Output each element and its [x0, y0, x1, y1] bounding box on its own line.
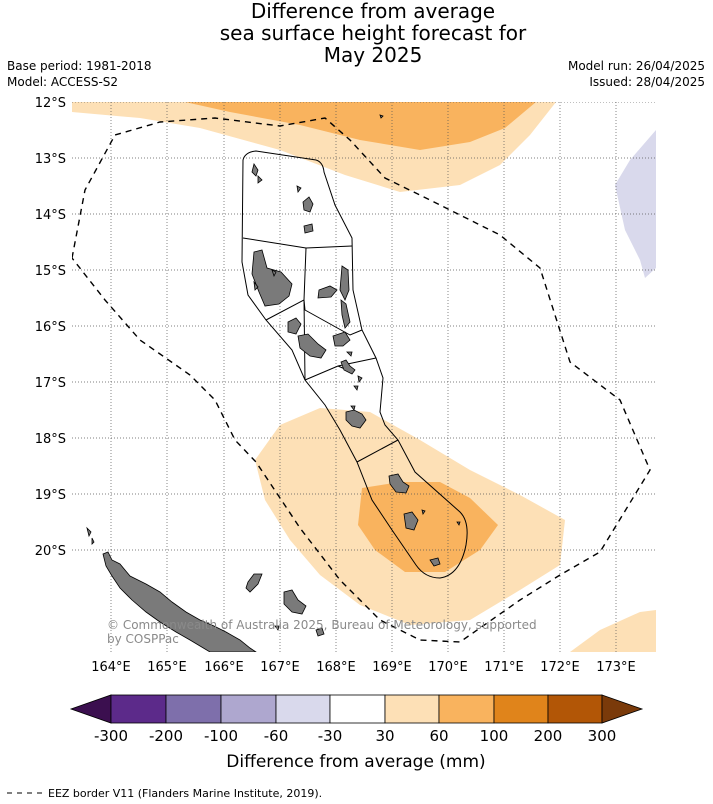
lon-label: 165°E [147, 660, 187, 675]
lat-label: 19°S [35, 488, 66, 503]
colorbar-bin [384, 694, 440, 724]
anomaly-contour-30-60-north [72, 102, 656, 192]
lat-label: 17°S [35, 376, 66, 391]
colorbar-bin [547, 694, 603, 724]
colorbar [69, 694, 644, 724]
lat-label: 16°S [35, 320, 66, 335]
colorbar-tick-labels: -300 -200 -100 -60 -30 30 60 100 200 300 [94, 727, 616, 745]
base-period-text: Base period: 1981-2018 [7, 59, 152, 73]
colorbar-bin [438, 694, 495, 724]
model-run-text: Model run: 26/04/2025 [567, 59, 705, 73]
anomaly-contour-60-100-south [358, 482, 498, 572]
lon-label: 173°E [596, 660, 636, 675]
colorbar-tick: -200 [149, 727, 183, 745]
lat-label: 13°S [35, 152, 66, 167]
lon-label: 169°E [372, 660, 412, 675]
colorbar-tick: 300 [588, 727, 617, 745]
model-text: Model: ACCESS-S2 [7, 75, 119, 89]
islands-new-caledonia [86, 526, 325, 652]
copyright-line-1: © Commonwealth of Australia 2025, Bureau… [107, 618, 537, 632]
lat-label: 14°S [35, 208, 66, 223]
map-title: Difference from average sea surface heig… [0, 0, 713, 66]
colorbar-bin [275, 694, 331, 724]
lon-label: 168°E [316, 660, 356, 675]
longitude-labels: 164°E 165°E 166°E 167°E 168°E 169°E 170°… [91, 660, 636, 675]
eez-border [72, 117, 651, 643]
colorbar-bin [165, 694, 222, 724]
colorbar-extend-high [601, 694, 644, 724]
colorbar-title: Difference from average (mm) [226, 752, 485, 772]
meta-right: Model run: 26/04/2025 Issued: 28/04/2025 [568, 58, 705, 90]
latitude-labels: 12°S 13°S 14°S 15°S 16°S 17°S 18°S 19°S … [35, 96, 66, 559]
islands-vanuatu [251, 114, 461, 567]
title-line-1: Difference from average [250, 0, 496, 23]
province-boundaries [241, 150, 468, 579]
colorbar-tick: -300 [94, 727, 128, 745]
lon-label: 170°E [428, 660, 468, 675]
lon-label: 171°E [484, 660, 524, 675]
colorbar-tick: 30 [375, 727, 394, 745]
anomaly-contour-neg30-neg60-east [615, 130, 656, 278]
title-line-2: sea surface height forecast for [219, 21, 527, 45]
copyright-line-2: by COSPPac [107, 632, 179, 646]
map-panel: © Commonwealth of Australia 2025, Bureau… [72, 102, 656, 652]
anomaly-contour-30-60-southeast [570, 610, 656, 652]
meta-left: Base period: 1981-2018 Model: ACCESS-S2 [7, 58, 152, 90]
lon-label: 166°E [204, 660, 244, 675]
colorbar-extend-low [69, 694, 112, 724]
colorbar-tick: -60 [264, 727, 289, 745]
lat-label: 15°S [35, 264, 66, 279]
eez-legend-text: EEZ border V11 (Flanders Marine Institut… [48, 787, 322, 800]
colorbar-tick: 60 [429, 727, 448, 745]
title-line-3: May 2025 [323, 43, 423, 67]
colorbar-bin [329, 694, 386, 724]
colorbar-bin [110, 694, 167, 724]
colorbar-tick: 100 [480, 727, 509, 745]
issued-text: Issued: 28/04/2025 [589, 75, 705, 89]
colorbar-tick: -30 [318, 727, 343, 745]
lon-label: 167°E [260, 660, 300, 675]
lon-label: 172°E [540, 660, 580, 675]
colorbar-tick: 200 [534, 727, 563, 745]
colorbar-bin [220, 694, 277, 724]
colorbar-tick: -100 [204, 727, 238, 745]
lon-label: 164°E [91, 660, 131, 675]
lat-label: 12°S [35, 96, 66, 111]
lat-label: 18°S [35, 432, 66, 447]
lat-label: 20°S [35, 544, 66, 559]
colorbar-bin [493, 694, 549, 724]
